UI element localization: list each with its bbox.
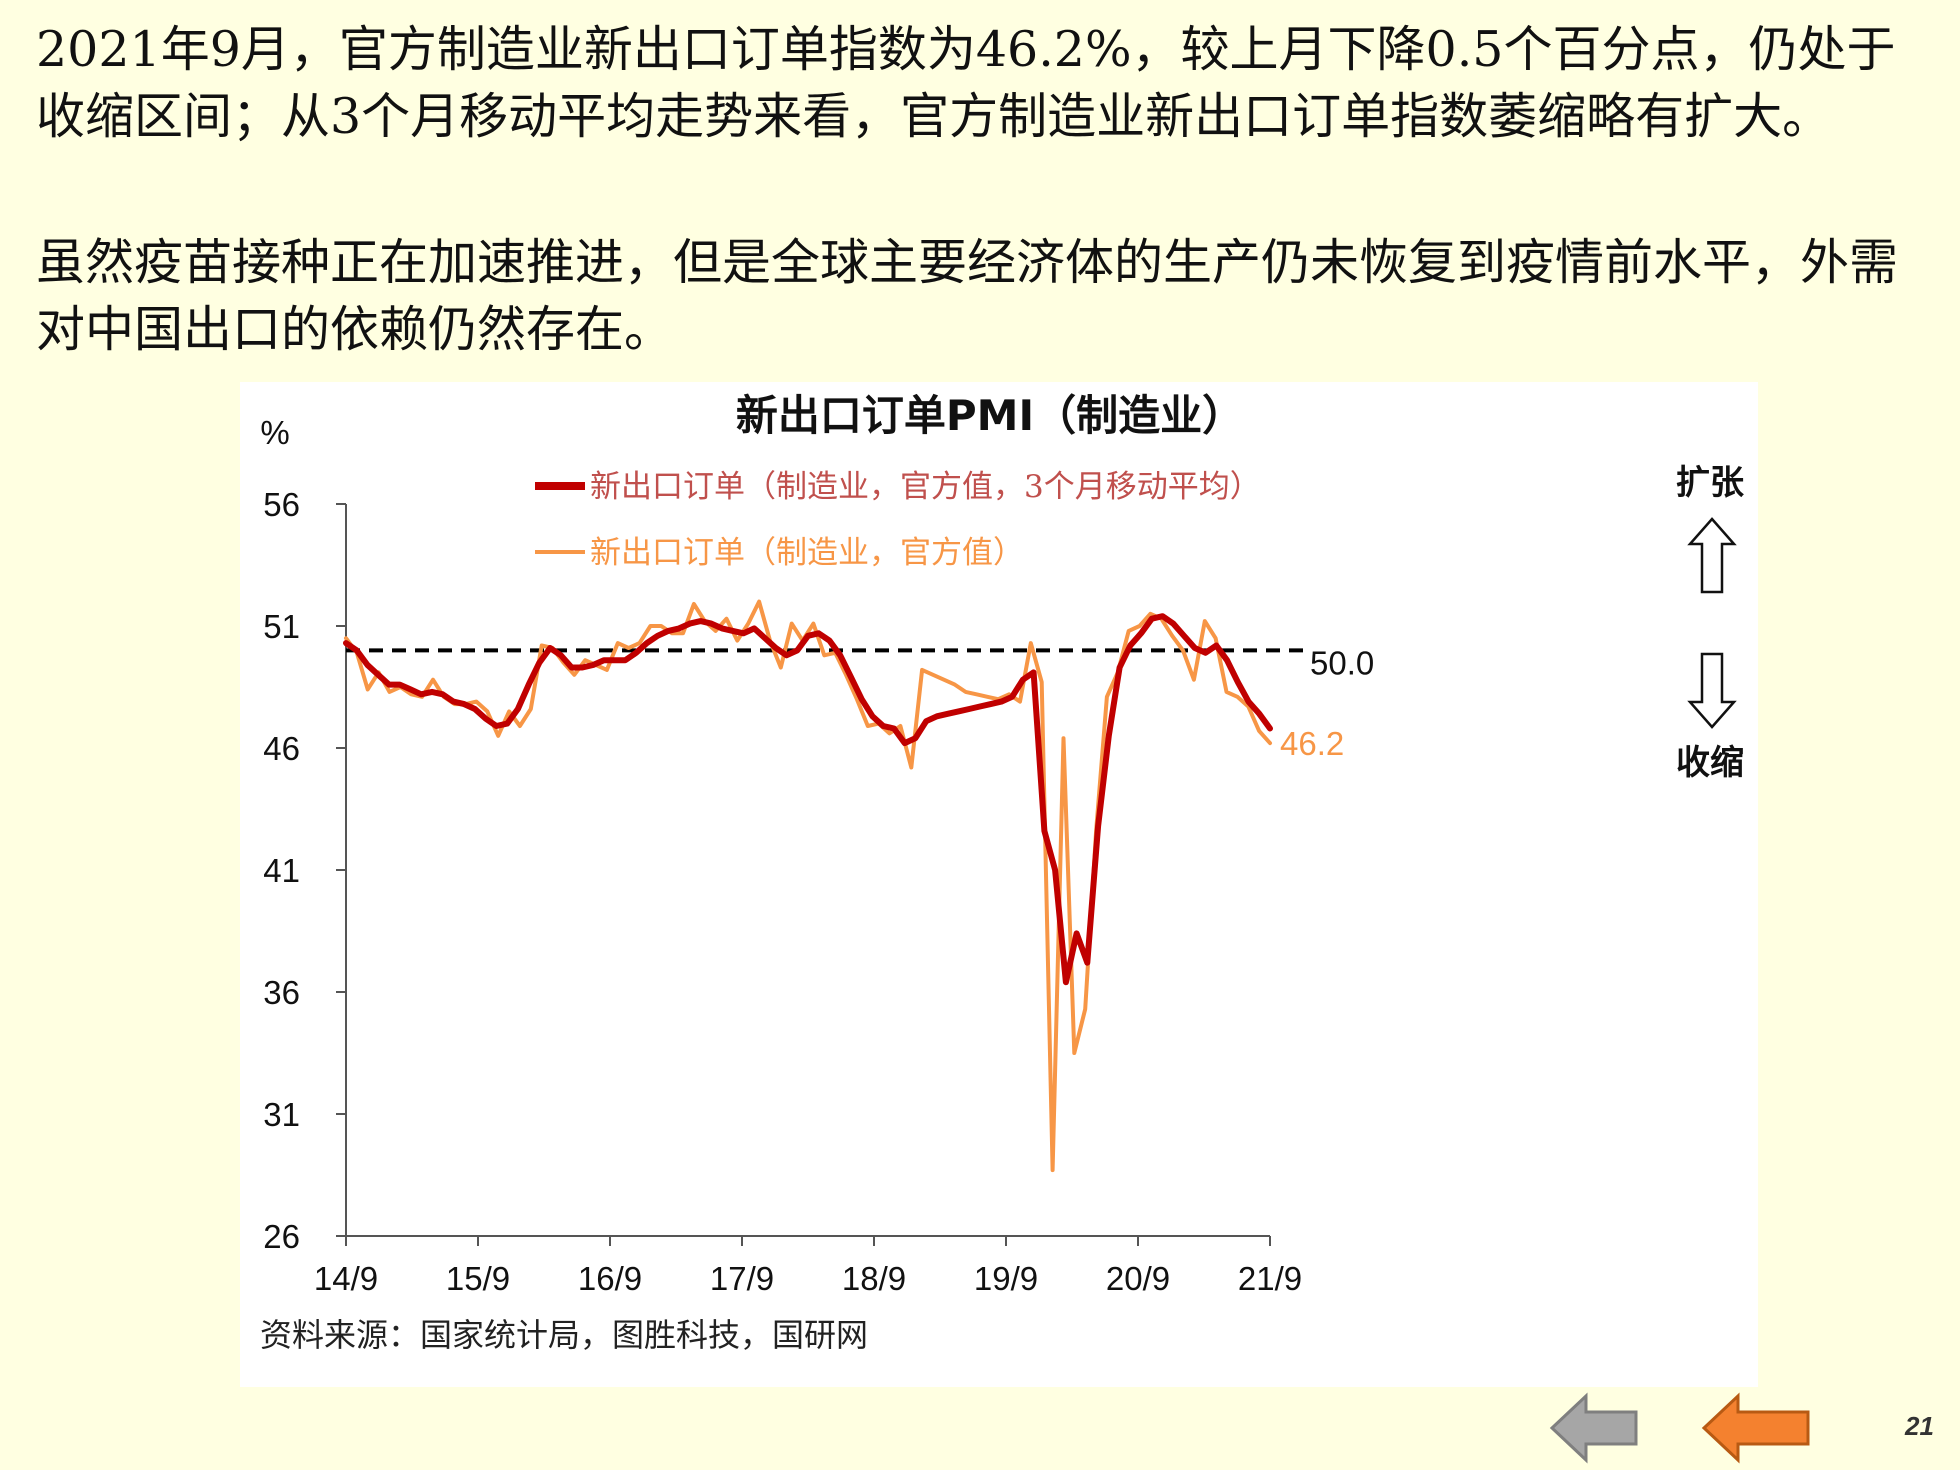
series-line-moving-average (343, 613, 1273, 986)
y-tick-label: 56 (263, 486, 300, 523)
x-tick-label: 20/9 (1106, 1260, 1170, 1297)
x-tick-label: 14/9 (314, 1260, 378, 1297)
y-tick-label: 46 (263, 730, 300, 767)
intro-paragraph: 2021年9月，官方制造业新出口订单指数为46.2%，较上月下降0.5个百分点，… (36, 21, 1896, 145)
y-axis-unit: % (260, 414, 289, 451)
chart-title: 新出口订单PMI（制造业） (736, 391, 1244, 440)
x-tick-label: 21/9 (1238, 1260, 1302, 1297)
context-paragraph: 虽然疫苗接种正在加速推进，但是全球主要经济体的生产仍未恢复到疫情前水平，外需对中… (36, 234, 1899, 358)
x-tick-label: 17/9 (710, 1260, 774, 1297)
source-note: 资料来源：国家统计局，图胜科技，国研网 (260, 1316, 868, 1354)
y-tick-label: 26 (263, 1218, 300, 1255)
down-arrow-icon (1687, 652, 1737, 729)
x-tick-label: 18/9 (842, 1260, 906, 1297)
legend-label-official: 新出口订单（制造业，官方值） (590, 535, 1024, 571)
series-layer: 46.2 (343, 599, 1344, 1173)
page-number: 21 (1905, 1411, 1934, 1441)
line-chart: 新出口订单PMI（制造业） % 26 31 36 41 46 51 56 14/9 15/9 16… (260, 391, 1744, 1354)
reference-layer: 50.0 (346, 644, 1374, 681)
up-arrow-icon (1687, 517, 1737, 594)
last-value-label: 46.2 (1280, 725, 1344, 762)
next-slide-button[interactable] (1700, 1390, 1812, 1470)
left-arrow-icon (1549, 1392, 1638, 1464)
x-tick-label: 16/9 (578, 1260, 642, 1297)
reference-line-label: 50.0 (1310, 644, 1374, 681)
y-tick-label: 41 (263, 852, 300, 889)
axes: 26 31 36 41 46 51 56 14/9 15/9 16/9 17/9 18/9 19/9 20… (263, 486, 1302, 1297)
x-tick-label: 19/9 (974, 1260, 1038, 1297)
chart-panel: 新出口订单PMI（制造业） % 26 31 36 41 46 51 56 14/9 15/9 16… (240, 382, 1758, 1387)
right-arrow-icon (1701, 1392, 1810, 1464)
y-tick-label: 31 (263, 1096, 300, 1133)
y-tick-label: 51 (263, 608, 300, 645)
contraction-label: 收缩 (1676, 743, 1744, 783)
y-tick-label: 36 (263, 974, 300, 1011)
prev-slide-button[interactable] (1548, 1390, 1640, 1470)
x-tick-label: 15/9 (446, 1260, 510, 1297)
legend-label-moving-average: 新出口订单（制造业，官方值，3个月移动平均） (590, 469, 1261, 505)
series-line-official (344, 599, 1272, 1173)
legend: 新出口订单（制造业，官方值，3个月移动平均） 新出口订单（制造业，官方值） (535, 469, 1261, 571)
expansion-label: 扩张 (1676, 463, 1744, 503)
